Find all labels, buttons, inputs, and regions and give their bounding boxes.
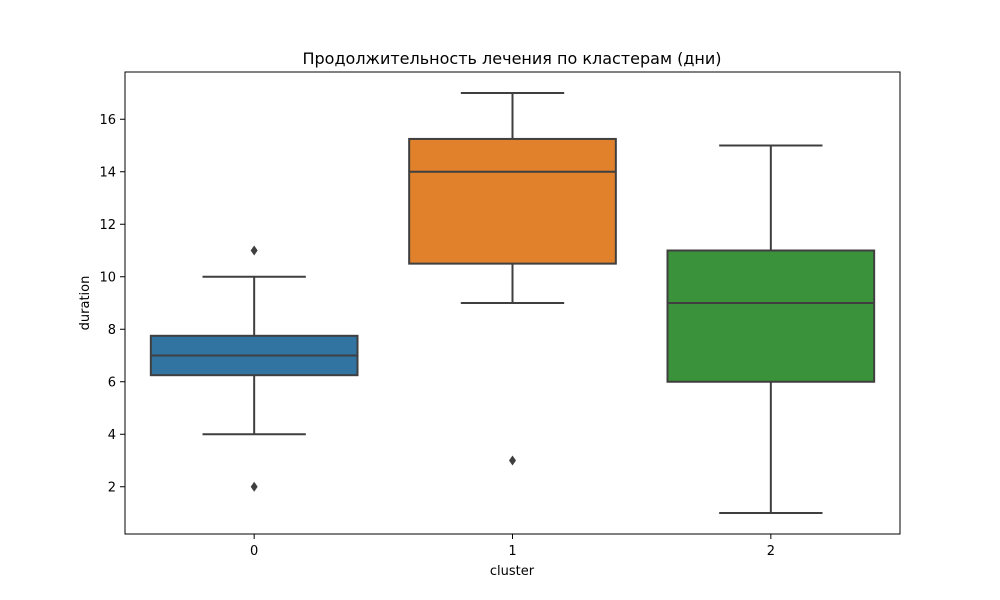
outlier-point-0-1: [250, 481, 258, 492]
box-1: [408, 137, 617, 265]
y-axis-label: duration: [78, 276, 93, 331]
x-tick-label-1: 1: [508, 544, 516, 559]
y-tick-label-7: 16: [99, 113, 116, 128]
y-tick-label-4: 10: [99, 270, 116, 285]
x-axis-label: cluster: [490, 564, 535, 579]
y-tick-label-6: 14: [99, 165, 116, 180]
outlier-point-0-0: [250, 245, 258, 256]
y-tick-label-5: 12: [99, 218, 116, 233]
outlier-point-1-0: [509, 455, 516, 466]
chart-title: Продолжительность лечения по кластерам (…: [302, 49, 721, 68]
y-tick-label-2: 6: [108, 375, 116, 390]
x-tick-label-2: 2: [767, 544, 775, 559]
box-2: [666, 249, 876, 383]
y-tick-label-1: 4: [108, 428, 116, 443]
y-tick-label-3: 8: [108, 323, 116, 338]
x-tick-label-0: 0: [250, 544, 258, 559]
y-tick-label-0: 2: [108, 480, 116, 495]
